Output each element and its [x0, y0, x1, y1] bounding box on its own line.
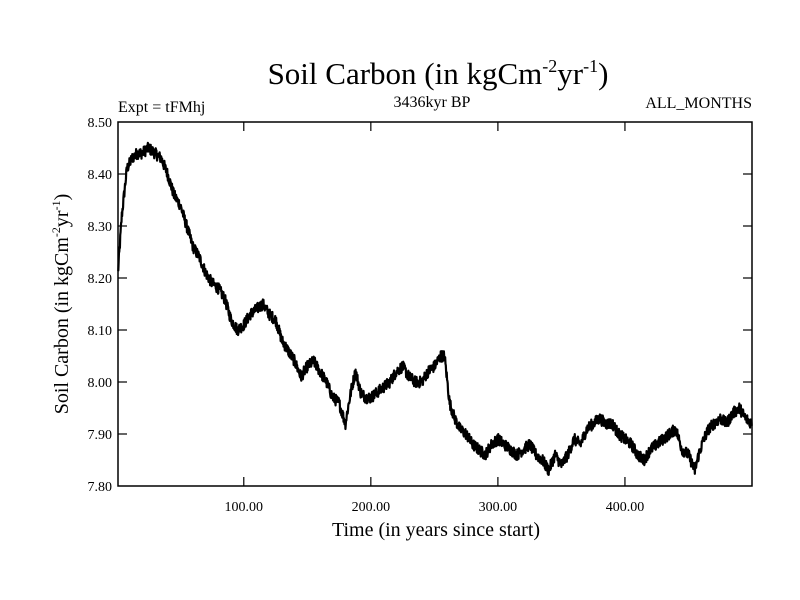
- x-tick-label: 300.00: [479, 500, 518, 515]
- y-axis-label-end: ): [51, 194, 73, 201]
- chart-title: Soil Carbon (in kgCm-2yr-1): [268, 56, 609, 91]
- y-tick-label: 8.00: [88, 376, 113, 391]
- y-axis-label-main: Soil Carbon (in kgCm: [51, 237, 73, 415]
- y-axis-label: Soil Carbon (in kgCm-2yr-1): [49, 194, 73, 415]
- y-axis-label-sup2: -1: [49, 200, 63, 210]
- y-tick-label: 8.20: [88, 272, 113, 287]
- x-axis-label: Time (in years since start): [332, 519, 540, 541]
- y-tick-label: 8.40: [88, 168, 113, 183]
- chart-title-mid: yr: [557, 56, 584, 91]
- months-label: ALL_MONTHS: [645, 95, 752, 112]
- chart-title-sup2: -1: [583, 56, 598, 76]
- y-axis-label-sup1: -2: [49, 227, 63, 237]
- plot-frame: [117, 121, 753, 487]
- y-tick-label: 8.50: [88, 116, 113, 131]
- x-axis-ticks: 100.00 200.00 300.00 400.00: [225, 122, 645, 515]
- x-tick-label: 100.00: [225, 500, 264, 515]
- experiment-label: Expt = tFMhj: [118, 99, 205, 116]
- chart-title-end: ): [598, 56, 608, 91]
- chart-title-sup1: -2: [542, 56, 557, 76]
- y-tick-label: 8.30: [88, 220, 113, 235]
- y-tick-label: 7.90: [88, 428, 113, 443]
- chart-title-main: Soil Carbon (in kgCm: [268, 56, 543, 91]
- y-tick-label: 7.80: [88, 480, 113, 495]
- y-axis-ticks: 7.80 7.90 8.00 8.10 8.20 8.30 8.40 8.50: [88, 116, 752, 495]
- y-tick-label: 8.10: [88, 324, 113, 339]
- series-group: [116, 141, 753, 476]
- period-label: 3436kyr BP: [394, 94, 471, 111]
- series-line-soil-carbon: [116, 141, 753, 476]
- y-axis-label-mid: yr: [51, 210, 73, 227]
- x-tick-label: 200.00: [352, 500, 391, 515]
- x-tick-label: 400.00: [606, 500, 645, 515]
